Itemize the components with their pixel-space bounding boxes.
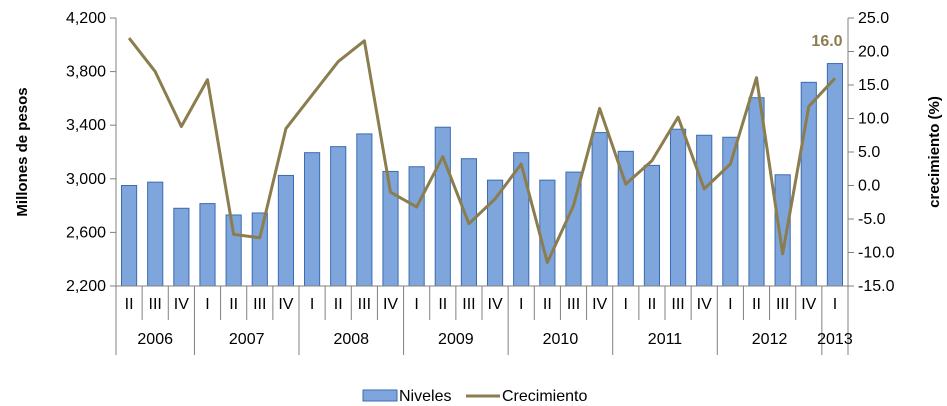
y2-tick-label-3: 0.0 xyxy=(858,178,880,195)
x-tick-label-16: II xyxy=(543,296,552,313)
x-tick-label-22: IV xyxy=(697,296,712,313)
x-tick-label-12: II xyxy=(438,296,447,313)
y2-tick-label-2: -5.0 xyxy=(858,211,886,228)
x-tick-label-23: I xyxy=(728,296,732,313)
bar-7 xyxy=(303,152,321,287)
x-tick-label-4: II xyxy=(229,296,238,313)
y2-tick-label-7: 20.0 xyxy=(858,44,889,61)
bar-8 xyxy=(330,146,347,287)
bar-0 xyxy=(120,185,138,287)
line-layer xyxy=(127,37,837,265)
x-tick-label-0: II xyxy=(125,296,134,313)
bar-20 xyxy=(643,164,661,287)
y-tick-label-4: 3,800 xyxy=(66,64,106,81)
x-tick-label-6: IV xyxy=(278,296,293,313)
y-tick-label-0: 2,200 xyxy=(66,278,106,295)
x-tick-label-7: I xyxy=(310,296,314,313)
x-tick-label-27: I xyxy=(833,296,837,313)
x-tick-label-17: III xyxy=(567,296,580,313)
x-year-label-0: 2006 xyxy=(137,331,173,348)
x-tick-label-14: IV xyxy=(488,296,503,313)
bar-2 xyxy=(173,207,190,287)
x-tick-label-18: IV xyxy=(592,296,607,313)
x-year-label-1: 2007 xyxy=(229,331,265,348)
x-tick-label-2: IV xyxy=(174,296,189,313)
bar-6 xyxy=(277,174,295,287)
labels-layer: 2,200 2,600 3,000 3,400 3,800 4,200 -15.0 -10.0… xyxy=(66,10,895,348)
bar-21 xyxy=(669,128,687,287)
x-tick-label-26: IV xyxy=(801,296,816,313)
x-tick-label-13: III xyxy=(462,296,475,313)
x-tick-label-1: III xyxy=(149,296,162,313)
x-tick-label-19: I xyxy=(624,296,628,313)
bar-16 xyxy=(539,179,556,287)
bar-5 xyxy=(251,212,268,287)
x-tick-label-15: I xyxy=(519,296,523,313)
bar-22 xyxy=(696,134,713,287)
x-tick-label-25: III xyxy=(776,296,789,313)
x-tick-label-20: II xyxy=(647,296,656,313)
y2-axis-title: crecimiento (%) xyxy=(926,96,943,208)
legend-label-niveles: Niveles xyxy=(399,388,451,405)
y-axis-title: Millones de pesos xyxy=(14,87,31,216)
legend-label-crecimiento: Crecimiento xyxy=(502,388,587,405)
x-year-label-5: 2011 xyxy=(648,331,683,348)
crecimiento-line xyxy=(127,37,837,265)
x-tick-label-3: I xyxy=(205,296,209,313)
bars-layer xyxy=(120,63,844,287)
y2-tick-label-8: 25.0 xyxy=(858,10,889,27)
x-tick-label-24: II xyxy=(752,296,761,313)
y2-tick-label-1: -10.0 xyxy=(858,245,895,262)
x-tick-label-21: III xyxy=(671,296,684,313)
x-year-label-6: 2012 xyxy=(752,331,788,348)
bar-9 xyxy=(356,133,373,287)
last-value-annotation: 16.0 xyxy=(811,33,842,50)
x-tick-label-10: IV xyxy=(383,296,398,313)
legend-swatch-niveles xyxy=(362,389,398,402)
bar-27 xyxy=(826,63,844,287)
y-tick-label-5: 4,200 xyxy=(66,10,106,27)
y2-tick-label-6: 15.0 xyxy=(858,77,889,94)
bar-1 xyxy=(147,181,164,287)
x-tick-label-11: I xyxy=(414,296,418,313)
x-tick-label-9: III xyxy=(358,296,371,313)
x-year-label-3: 2009 xyxy=(438,331,474,348)
bar-14 xyxy=(486,179,504,287)
y-tick-label-2: 3,000 xyxy=(66,171,106,188)
x-tick-label-5: III xyxy=(253,296,266,313)
y2-tick-label-5: 10.0 xyxy=(858,111,889,128)
bar-24 xyxy=(748,97,765,287)
legend: Niveles Crecimiento xyxy=(362,388,587,405)
x-tick-label-8: II xyxy=(334,296,343,313)
bar-11 xyxy=(408,166,425,287)
bar-18 xyxy=(591,132,608,287)
x-year-label-2: 2008 xyxy=(333,331,369,348)
y2-tick-label-4: 5.0 xyxy=(858,144,880,161)
axes-layer xyxy=(110,17,854,355)
y-tick-label-1: 2,600 xyxy=(66,224,106,241)
x-year-label-7: 2013 xyxy=(817,331,853,348)
y-tick-label-3: 3,400 xyxy=(66,117,106,134)
bar-3 xyxy=(199,203,216,287)
y2-tick-label-0: -15.0 xyxy=(858,278,895,295)
x-year-label-4: 2010 xyxy=(543,331,579,348)
bar-12 xyxy=(434,126,451,287)
